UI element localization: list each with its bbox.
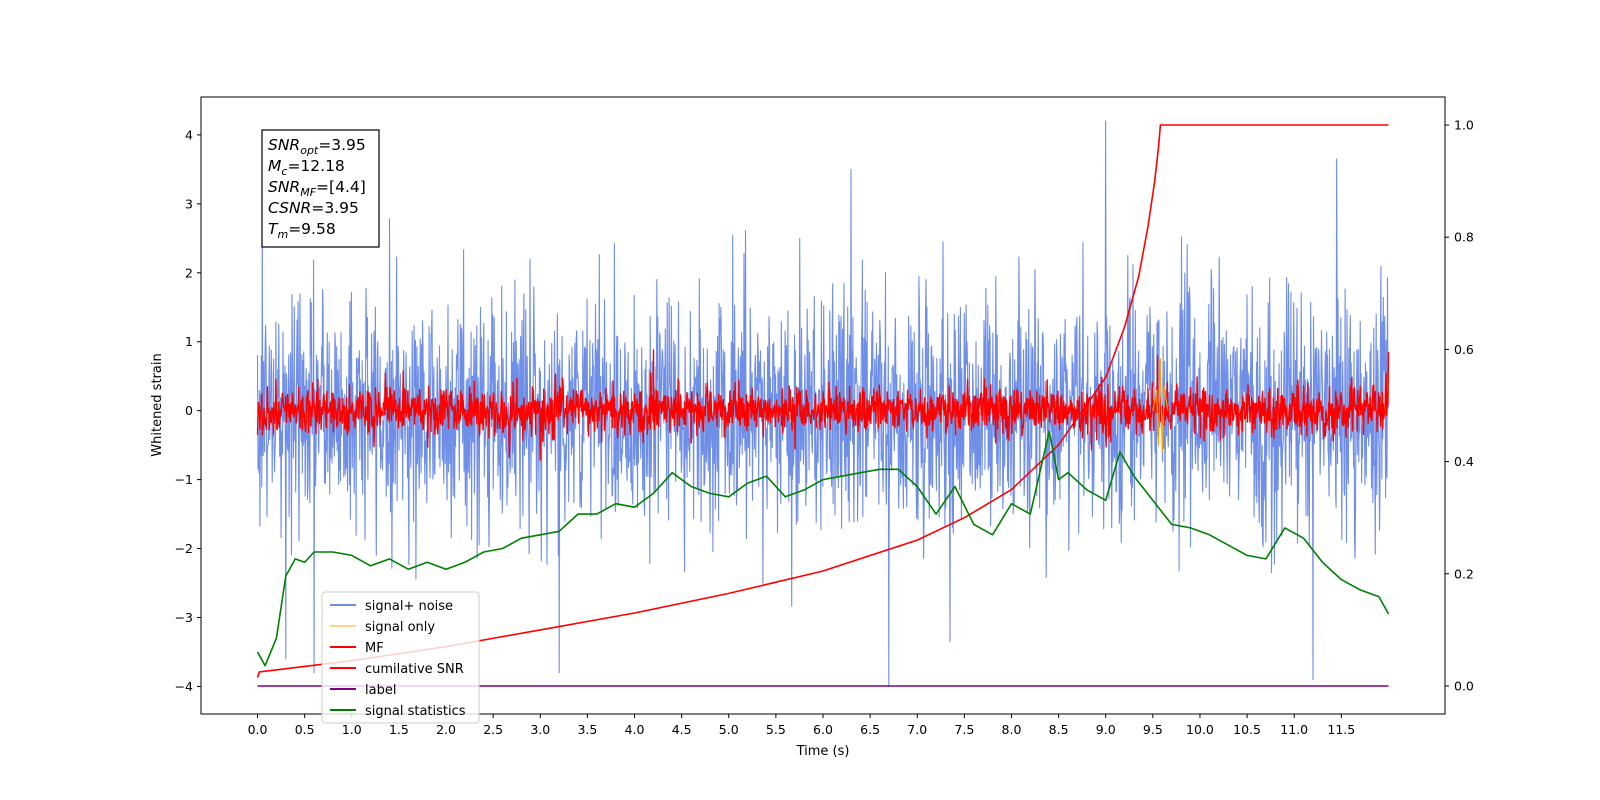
legend-frame <box>321 591 480 724</box>
annotation-line: SNRopt=3.95 <box>268 136 366 157</box>
annotation-symbol: CSNR <box>268 199 311 217</box>
x-tick-label: 10.0 <box>1186 722 1214 737</box>
annotation-symbol: M <box>268 157 281 175</box>
legend: signal+ noise signal only MF cumilative SNR… <box>321 591 480 724</box>
y-tick-label: −1 <box>175 472 193 487</box>
annotation-symbol: SNR <box>268 178 300 196</box>
annotation-value: =3.95 <box>311 199 359 217</box>
y-axis-right: 0.0 0.2 0.4 0.6 0.8 1.0 <box>1445 118 1474 693</box>
legend-label: signal+ noise <box>365 599 453 614</box>
x-tick-label: 2.5 <box>483 722 503 737</box>
series-cumilative-snr-line <box>256 124 1389 678</box>
x-tick-label: 8.5 <box>1049 722 1069 737</box>
x-tick-label: 7.0 <box>907 722 927 737</box>
x-tick-label: 10.5 <box>1233 722 1261 737</box>
x-tick-label: 5.0 <box>719 722 739 737</box>
annotation-symbol: SNR <box>268 136 300 154</box>
x-tick-label: 1.0 <box>342 722 362 737</box>
x-tick-label: 8.0 <box>1002 722 1022 737</box>
x-tick-label: 4.5 <box>672 722 692 737</box>
x-axis-label: Time (s) <box>796 744 850 759</box>
y-tick-label: 2 <box>185 265 193 280</box>
series-signal-statistics-line <box>256 430 1390 667</box>
annotation-line: SNRMF=[4.4] <box>268 178 366 199</box>
y-tick-label: 0 <box>185 403 193 418</box>
x-tick-label: 3.0 <box>530 722 550 737</box>
annotation-value: =3.95 <box>318 136 366 154</box>
legend-label: signal only <box>365 620 435 635</box>
legend-label: signal statistics <box>365 704 466 719</box>
annotation-line: Mc=12.18 <box>268 157 345 178</box>
x-tick-label: 6.0 <box>813 722 833 737</box>
x-tick-label: 4.0 <box>625 722 645 737</box>
y2-tick-label: 0.6 <box>1454 342 1474 357</box>
y-tick-label: −2 <box>175 541 193 556</box>
x-tick-label: 7.5 <box>954 722 974 737</box>
annotation-subscript: m <box>277 228 288 241</box>
x-axis: 0.0 0.5 1.0 1.5 2.0 2.5 3.0 3.5 4.0 4.5 5.0 5.5 6.0 6… <box>248 714 1355 737</box>
x-tick-label: 6.5 <box>860 722 880 737</box>
series-layer <box>256 120 1390 687</box>
annotation-box: SNRopt=3.95Mc=12.18SNRMF=[4.4]CSNR=3.95T… <box>261 129 380 248</box>
y-tick-label: 1 <box>185 334 193 349</box>
x-tick-label: 11.0 <box>1280 722 1308 737</box>
series-signal-noise-line <box>256 120 1390 687</box>
series-mf-line <box>256 349 1390 461</box>
annotation-frame <box>261 129 380 248</box>
annotation-value: =[4.4] <box>316 178 366 196</box>
series-signal-only-line <box>1152 358 1169 453</box>
y2-tick-label: 0.4 <box>1454 454 1474 469</box>
x-tick-label: 0.5 <box>295 722 315 737</box>
x-tick-label: 9.0 <box>1096 722 1116 737</box>
x-tick-label: 1.5 <box>389 722 409 737</box>
x-tick-label: 11.5 <box>1327 722 1355 737</box>
x-tick-label: 9.5 <box>1143 722 1163 737</box>
y-tick-label: −4 <box>175 679 193 694</box>
y-tick-label: −3 <box>175 610 193 625</box>
legend-label: cumilative SNR <box>365 662 464 677</box>
annotation-subscript: c <box>281 165 287 178</box>
y-tick-label: 4 <box>185 127 193 142</box>
annotation-line: Tm=9.58 <box>268 220 336 241</box>
annotation-subscript: opt <box>300 144 319 157</box>
x-tick-label: 3.5 <box>577 722 597 737</box>
y2-tick-label: 0.8 <box>1454 230 1474 245</box>
y2-tick-label: 0.0 <box>1454 678 1474 693</box>
legend-label: MF <box>365 641 384 656</box>
legend-label: label <box>365 683 396 698</box>
annotation-value: =9.58 <box>288 220 336 238</box>
annotation-symbol: T <box>268 220 279 238</box>
x-tick-label: 2.0 <box>436 722 456 737</box>
y-axis-label: Whitened strain <box>150 353 165 456</box>
annotation-line: CSNR=3.95 <box>268 199 359 217</box>
y2-tick-label: 1.0 <box>1454 118 1474 133</box>
y-axis-left: −4 −3 −2 −1 0 1 2 3 4 <box>175 127 201 694</box>
x-tick-label: 5.5 <box>766 722 786 737</box>
x-tick-label: 0.0 <box>248 722 268 737</box>
annotation-value: =12.18 <box>287 157 344 175</box>
y2-tick-label: 0.2 <box>1454 566 1474 581</box>
y-tick-label: 3 <box>185 196 193 211</box>
annotation-subscript: MF <box>300 186 316 199</box>
